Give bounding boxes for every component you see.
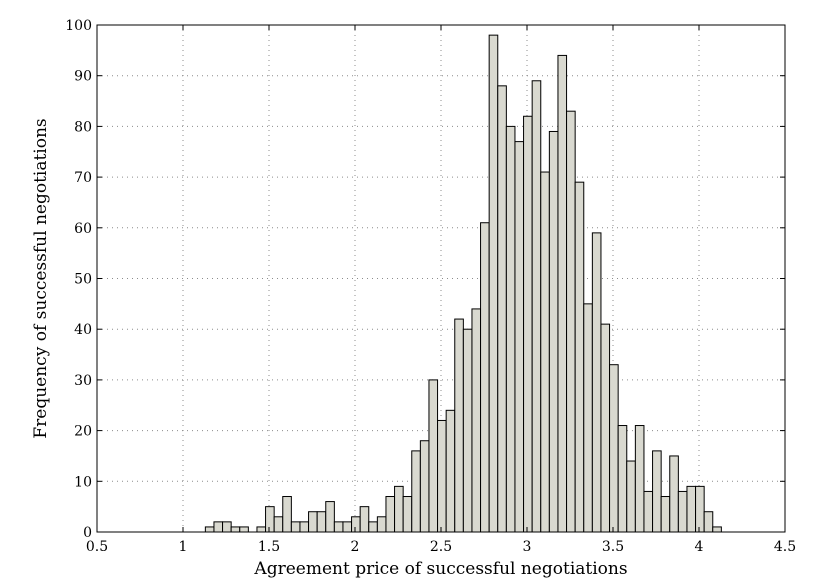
histogram-bar xyxy=(548,130,559,533)
y-tick-label: 70 xyxy=(74,170,92,186)
y-tick-label: 100 xyxy=(65,18,92,34)
histogram-bar xyxy=(204,526,215,533)
histogram-bar xyxy=(265,506,275,533)
histogram-bar xyxy=(299,521,310,533)
histogram-bar xyxy=(445,409,456,533)
histogram-bar xyxy=(213,521,224,533)
histogram-bar xyxy=(660,496,671,533)
histogram-bar xyxy=(454,318,464,533)
x-tick-label: 2.5 xyxy=(430,539,452,555)
y-tick-label: 20 xyxy=(74,424,92,440)
histogram-bar xyxy=(703,511,714,533)
histogram-bar xyxy=(402,496,413,533)
histogram-bar xyxy=(669,455,679,533)
histogram-bar xyxy=(488,34,499,533)
y-tick-label: 30 xyxy=(74,373,92,389)
histogram-bar xyxy=(230,526,241,533)
y-tick-label: 40 xyxy=(74,322,92,338)
axis-ticks: 0.5 1 1.5 2 2.5 3 3.5 4 4.5 0 10 20 30 40 50 60 70 80 90 10… xyxy=(65,18,796,555)
y-tick-label: 50 xyxy=(74,272,92,288)
x-tick-label: 1 xyxy=(179,539,188,555)
histogram-bar xyxy=(695,485,705,533)
histogram-bar xyxy=(333,521,344,533)
histogram-bar xyxy=(471,308,482,533)
histogram-bar xyxy=(394,485,404,533)
histogram-bar xyxy=(290,521,301,533)
histogram-bar xyxy=(419,440,430,533)
histogram-bar xyxy=(480,222,490,533)
histogram-bar xyxy=(523,115,533,533)
x-tick-label: 3 xyxy=(523,539,532,555)
histogram-bar xyxy=(600,323,611,533)
x-tick-label: 1.5 xyxy=(258,539,280,555)
histogram-bar xyxy=(497,85,507,533)
histogram-bar xyxy=(677,490,688,533)
histogram-bar xyxy=(308,511,318,533)
histogram-bar xyxy=(566,110,576,533)
histogram-bar xyxy=(351,516,361,533)
x-tick-label: 2 xyxy=(351,539,360,555)
histogram-bar xyxy=(652,450,662,533)
histogram-bar xyxy=(342,521,353,533)
histogram-bar xyxy=(574,181,585,533)
histogram-bar xyxy=(583,303,593,533)
x-tick-label: 3.5 xyxy=(602,539,624,555)
histogram-bar xyxy=(626,460,636,533)
y-tick-label: 80 xyxy=(74,119,92,135)
histogram-bar xyxy=(617,425,628,533)
histogram-bar xyxy=(273,516,284,533)
y-tick-label: 60 xyxy=(74,221,92,237)
histogram-bar xyxy=(514,141,525,533)
histogram-bar xyxy=(239,526,249,533)
histogram-bar xyxy=(462,328,473,533)
histogram-bar xyxy=(557,54,568,533)
histogram-bar xyxy=(222,521,232,533)
y-tick-label: 90 xyxy=(74,69,92,85)
x-axis-title: Agreement price of successful negotiatio… xyxy=(253,559,627,579)
histogram-bar xyxy=(359,506,370,533)
x-tick-label: 4.5 xyxy=(774,539,796,555)
y-tick-label: 0 xyxy=(83,525,92,541)
histogram-bar xyxy=(282,496,292,533)
histogram-bar xyxy=(712,526,722,533)
histogram-bar xyxy=(428,379,439,533)
histogram-bar xyxy=(376,516,387,533)
x-tick-label: 4 xyxy=(695,539,704,555)
histogram-bar xyxy=(540,171,550,533)
histogram-bar xyxy=(643,490,654,533)
x-tick-label: 0.5 xyxy=(86,539,108,555)
histogram-bar xyxy=(385,496,396,533)
y-axis-title: Frequency of successful negotiations xyxy=(31,118,51,438)
histogram-bar xyxy=(316,511,327,533)
histogram-bar xyxy=(411,450,421,533)
histogram-bar xyxy=(686,485,697,533)
histogram-bar xyxy=(531,80,542,533)
histogram-bar xyxy=(609,364,619,533)
y-tick-label: 10 xyxy=(74,474,92,490)
histogram-bar xyxy=(634,425,645,533)
histogram-bar xyxy=(591,232,602,533)
histogram-bar xyxy=(325,501,335,533)
histogram-bar xyxy=(505,125,516,533)
histogram-bars xyxy=(204,34,722,533)
histogram-bar xyxy=(437,419,447,533)
histogram-bar xyxy=(368,521,378,533)
histogram-bar xyxy=(256,526,267,533)
